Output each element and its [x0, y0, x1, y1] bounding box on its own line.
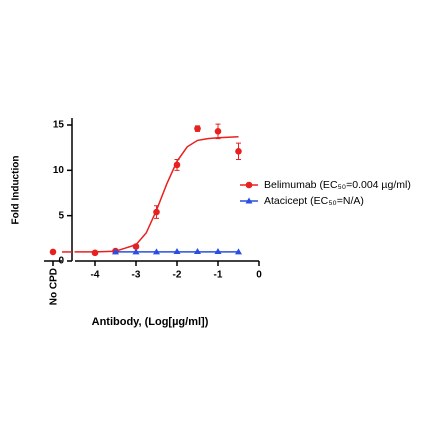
x-axis-label: Antibody, (Log[µg/ml]) — [92, 316, 209, 328]
data-point — [173, 161, 181, 169]
y-axis-label: Fold Induction — [11, 156, 22, 225]
y-tick-label: 5 — [58, 210, 64, 221]
y-tick-label: 10 — [53, 165, 65, 176]
x-tick-label: -1 — [214, 270, 223, 281]
x-tick-label: 0 — [256, 270, 262, 281]
data-point — [112, 248, 119, 255]
data-point — [91, 249, 99, 257]
data-point — [153, 248, 160, 255]
data-point — [153, 208, 160, 216]
data-point — [132, 243, 140, 250]
x-tick-label: -3 — [132, 270, 141, 281]
data-point — [235, 147, 242, 155]
x-tick-label: -4 — [91, 270, 100, 281]
data-point — [214, 247, 222, 254]
data-point — [235, 248, 242, 255]
legend-label: Atacicept (EC₅₀=N/A) — [264, 195, 364, 207]
control-label: No CPD — [49, 268, 60, 305]
y-tick-label: 0 — [58, 256, 64, 267]
data-point — [214, 128, 222, 135]
data-point — [194, 247, 201, 254]
data-point — [49, 248, 57, 256]
legend-label: Belimumab (EC₅₀=0.004 µg/ml) — [264, 179, 411, 191]
legend-marker — [245, 197, 253, 204]
data-point — [132, 248, 140, 255]
x-tick-label: -2 — [173, 270, 182, 281]
legend-marker — [245, 181, 253, 189]
data-point — [173, 247, 181, 254]
fit-curve — [74, 136, 239, 253]
data-point — [194, 125, 201, 132]
y-tick-label: 15 — [53, 120, 65, 131]
